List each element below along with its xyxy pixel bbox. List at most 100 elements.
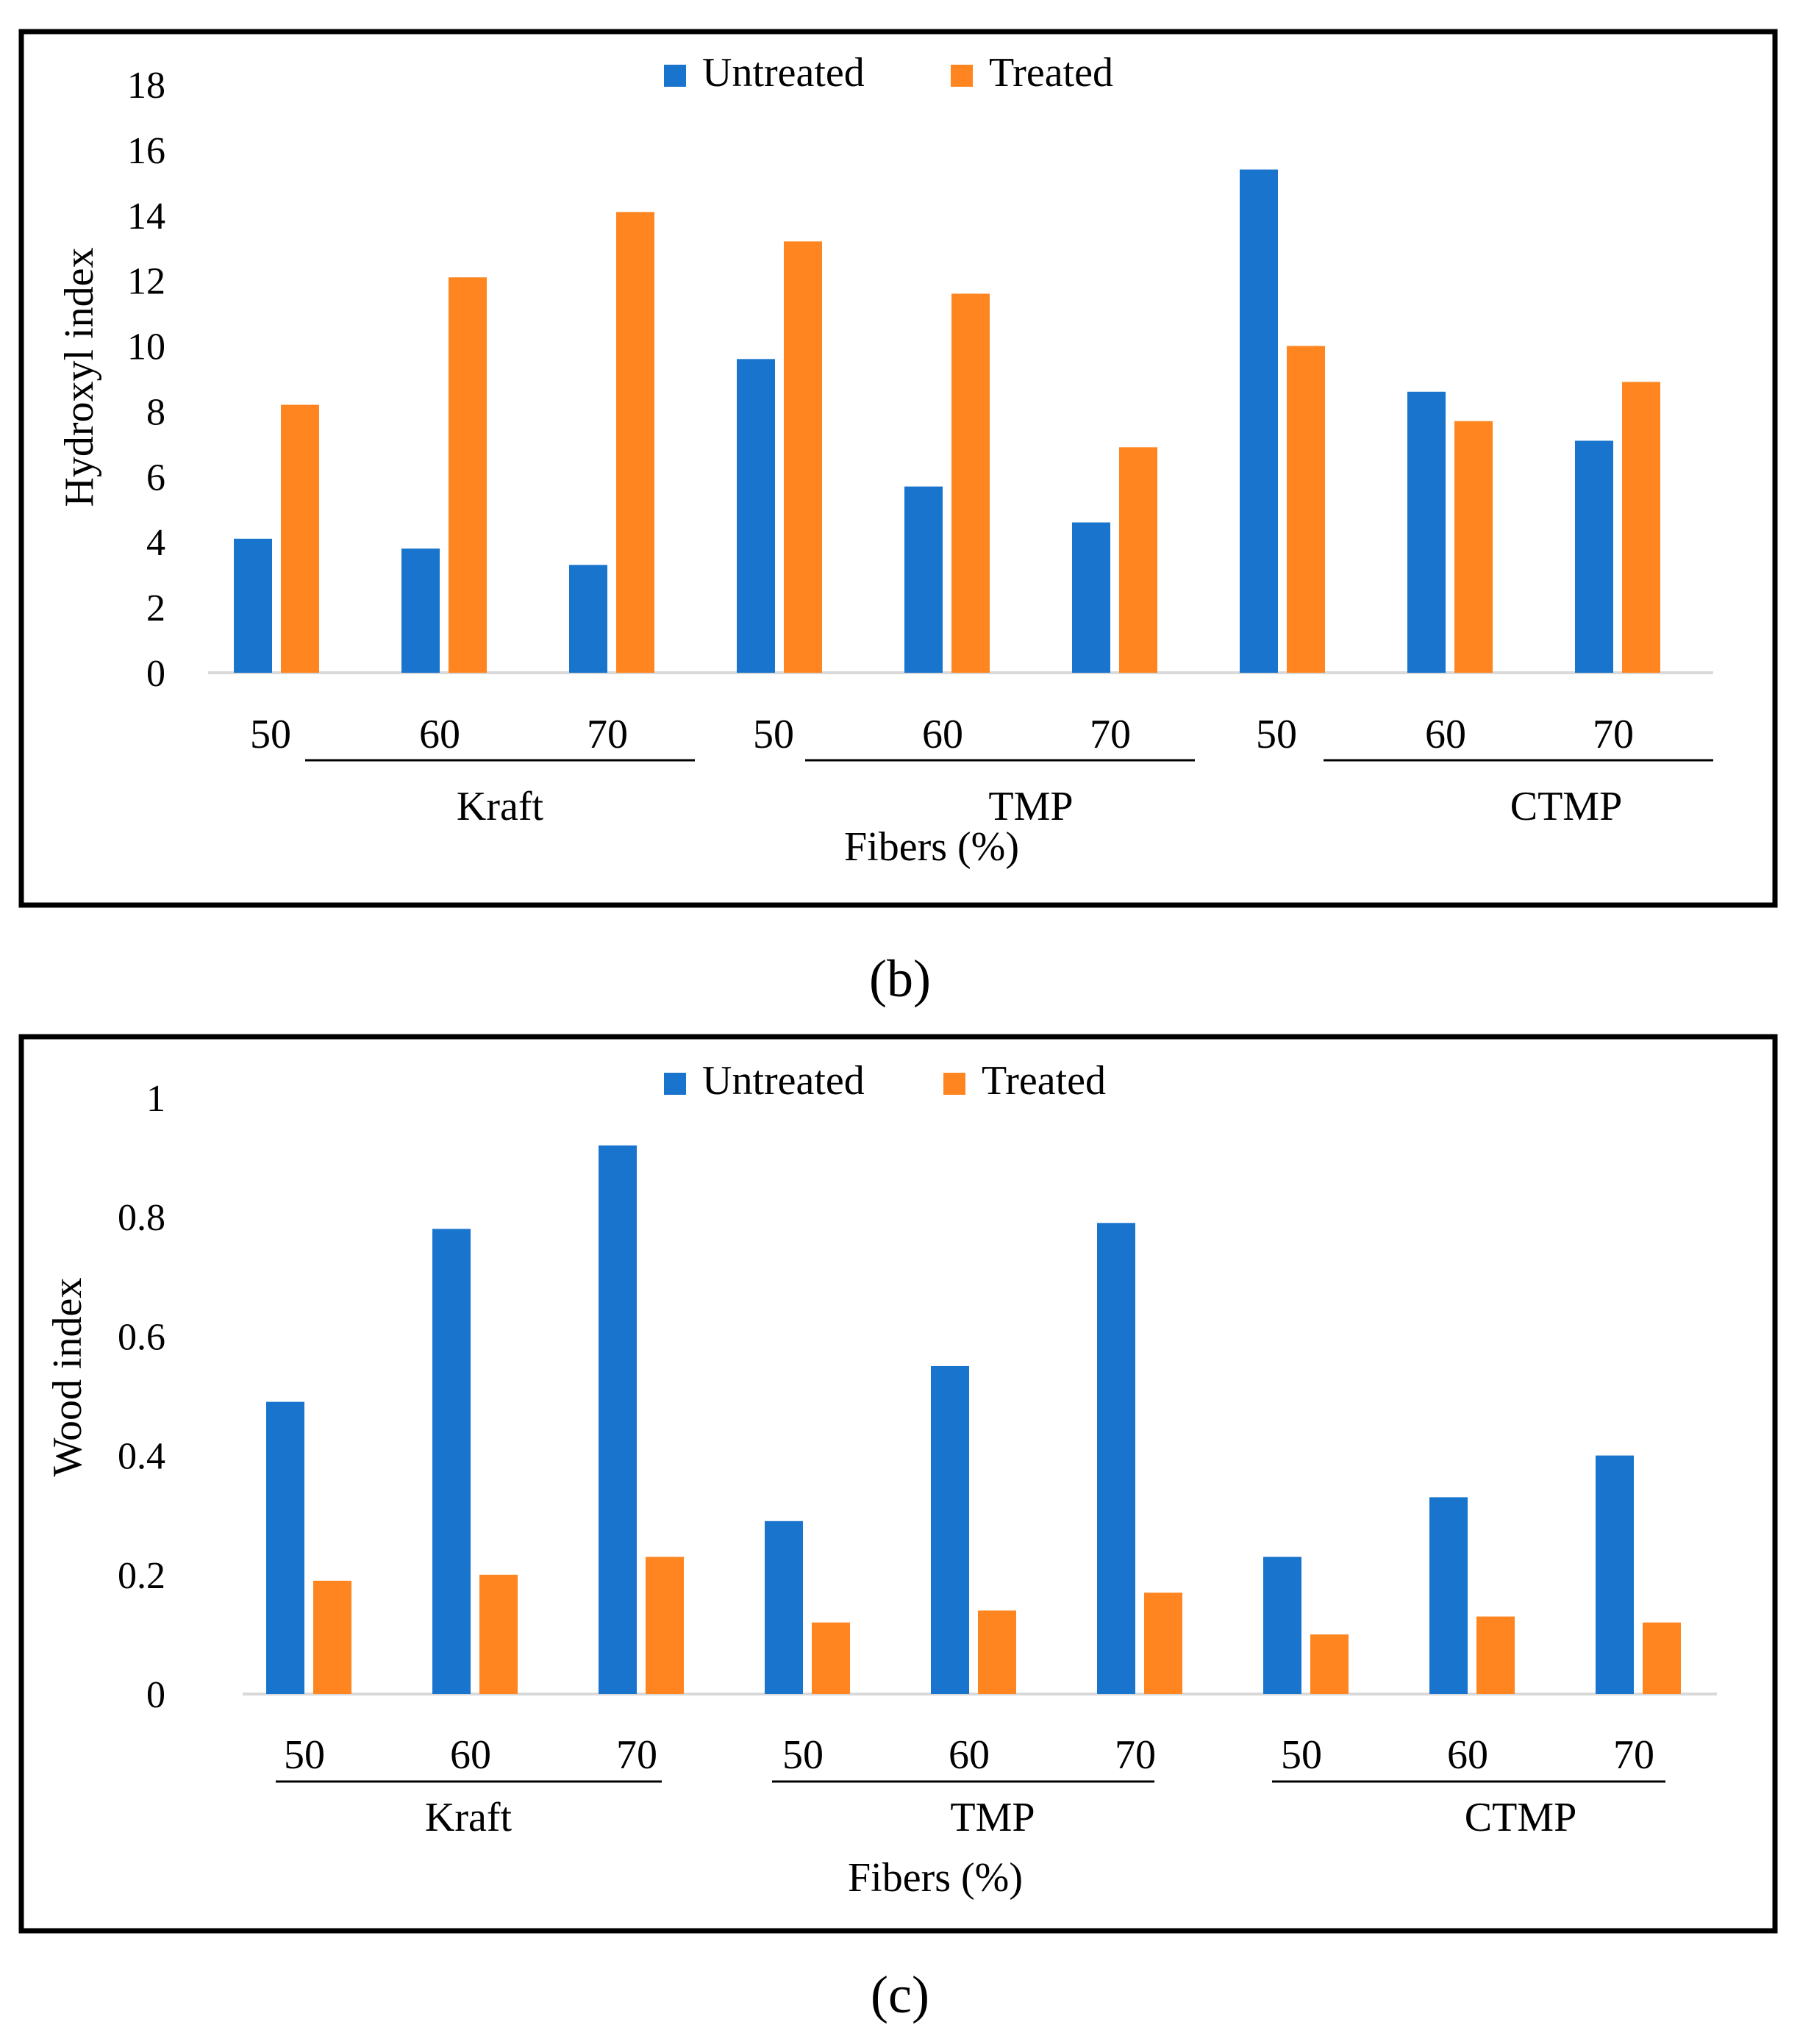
chart-c-y-tick-label: 0.6 [118,1316,165,1358]
chart-b-bar-treated-2 [449,277,487,673]
chart-c-bar-untreated-3 [599,1145,637,1694]
chart-b-group-label-tmp: TMP [988,784,1073,829]
chart-c-bar-treated-5 [978,1610,1016,1694]
chart-c-bar-untreated-4 [765,1521,803,1694]
chart-c-bar-untreated-5 [931,1365,969,1694]
chart-b-bar-untreated-3 [569,565,607,673]
chart-b-y-tick-label: 0 [146,653,165,695]
chart-b-groups: Kraft TMP CTMP [305,759,1713,829]
chart-c-y-tick-label: 0 [146,1674,165,1716]
chart-c-x-ticks: 50 60 70 50 60 70 50 60 70 [284,1732,1654,1778]
chart-b-bar-treated-1 [281,404,319,673]
chart-c-x-tick-label: 70 [1115,1732,1156,1778]
chart-b-bars [234,169,1660,673]
chart-c-legend-swatch-untreated [664,1073,686,1095]
chart-b-y-tick-label: 6 [146,457,165,499]
chart-c: Untreated Treated Wood index 0 0.2 0.4 0.6 0… [18,1034,1778,1934]
chart-c-legend-label-untreated: Untreated [702,1058,865,1104]
chart-b-bar-treated-4 [784,241,822,673]
chart-b-group-label-kraft: Kraft [457,784,544,829]
chart-c-x-tick-label: 70 [616,1732,657,1778]
chart-b-x-tick-label: 70 [1090,712,1131,757]
chart-c-y-tick-label: 0.2 [118,1555,165,1597]
chart-c-bar-untreated-6 [1097,1223,1135,1694]
chart-c-x-tick-label: 70 [1613,1732,1654,1778]
chart-b-y-ticks: 0 2 4 6 8 10 12 14 16 18 [127,65,165,695]
chart-b-x-tick-label: 70 [1593,712,1634,757]
chart-b-x-tick-label: 60 [419,712,460,757]
chart-c-legend-label-treated: Treated [982,1058,1106,1104]
chart-b-bar-untreated-1 [234,538,272,673]
chart-b-legend-swatch-treated [951,65,973,87]
chart-c-bar-treated-9 [1643,1622,1681,1694]
chart-b-y-tick-label: 18 [127,65,165,107]
chart-b-y-tick-label: 10 [127,326,165,368]
chart-c-x-tick-label: 50 [284,1732,325,1778]
chart-c-y-ticks: 0 0.2 0.4 0.6 0.8 1 [118,1078,165,1716]
chart-b-x-tick-label: 60 [1425,712,1466,757]
chart-b-y-tick-label: 16 [127,130,165,172]
chart-c-bar-untreated-1 [266,1401,304,1694]
chart-b-group-label-ctmp: CTMP [1510,784,1623,829]
chart-c-y-tick-label: 0.8 [118,1197,165,1239]
chart-c-y-axis-label: Wood index [45,1278,90,1477]
chart-b-bar-untreated-6 [1072,522,1110,673]
chart-c-bar-untreated-8 [1429,1497,1468,1694]
chart-b-bar-treated-5 [951,293,990,673]
chart-b-x-tick-label: 50 [753,712,794,757]
chart-b-x-tick-label: 70 [587,712,628,757]
chart-c-x-tick-label: 50 [782,1732,824,1778]
chart-c-group-label-ctmp: CTMP [1465,1795,1577,1840]
chart-b-y-tick-label: 12 [127,261,165,303]
chart-b-legend-label-untreated: Untreated [702,50,865,96]
chart-b-legend-swatch-untreated [664,65,686,87]
chart-c-group-label-tmp: TMP [950,1795,1035,1840]
chart-c-bar-untreated-9 [1596,1455,1634,1694]
chart-b: Untreated Treated Hydroxyl index 0 2 4 6 8 10… [18,29,1778,908]
chart-c-caption: (c) [871,1965,929,2024]
chart-c-bar-untreated-7 [1263,1557,1301,1694]
chart-c-frame [18,1034,1778,1934]
chart-b-bar-treated-6 [1119,447,1157,673]
chart-b-legend: Untreated Treated [664,50,1113,96]
chart-b-y-axis-label: Hydroxyl index [57,247,102,507]
chart-c-legend: Untreated Treated [664,1058,1106,1104]
chart-b-frame [18,29,1778,908]
chart-b-bar-treated-9 [1622,382,1660,673]
chart-c-legend-swatch-treated [943,1073,965,1095]
chart-c-x-tick-label: 50 [1281,1732,1322,1778]
chart-c-x-tick-label: 60 [949,1732,990,1778]
chart-c-bar-treated-2 [479,1574,518,1694]
chart-b-x-tick-label: 50 [250,712,291,757]
chart-c-bar-treated-3 [646,1557,684,1694]
chart-b-y-tick-label: 14 [127,196,165,237]
chart-c-bar-treated-7 [1310,1634,1349,1694]
chart-c-x-axis-label: Fibers (%) [848,1855,1023,1901]
chart-b-y-tick-label: 8 [146,391,165,433]
chart-b-y-tick-label: 2 [146,587,165,629]
chart-c-groups: Kraft TMP CTMP [276,1780,1665,1840]
chart-b-x-tick-label: 60 [922,712,963,757]
chart-b-x-ticks: 50 60 70 50 60 70 50 60 70 [250,712,1634,757]
chart-b-x-axis-label: Fibers (%) [844,824,1019,870]
chart-b-caption: (b) [869,949,931,1008]
chart-c-bar-treated-8 [1476,1616,1515,1694]
chart-c-bars [266,1145,1681,1694]
chart-c-group-label-kraft: Kraft [425,1795,512,1840]
chart-c-bar-treated-4 [812,1622,850,1694]
chart-c-x-tick-label: 60 [1447,1732,1488,1778]
chart-b-bar-untreated-2 [401,548,440,673]
chart-c-x-tick-label: 60 [450,1732,491,1778]
chart-b-y-tick-label: 4 [146,522,165,564]
chart-b-bar-untreated-8 [1407,391,1446,673]
chart-b-bar-treated-3 [616,212,654,673]
chart-b-bar-treated-7 [1287,346,1325,673]
chart-b-legend-label-treated: Treated [989,50,1113,96]
chart-b-x-tick-label: 50 [1256,712,1297,757]
chart-b-bar-untreated-7 [1240,169,1278,673]
chart-b-bar-untreated-9 [1575,440,1613,673]
chart-c-bar-treated-6 [1144,1593,1182,1694]
chart-b-bar-treated-8 [1454,421,1493,673]
chart-c-y-tick-label: 0.4 [118,1436,165,1478]
